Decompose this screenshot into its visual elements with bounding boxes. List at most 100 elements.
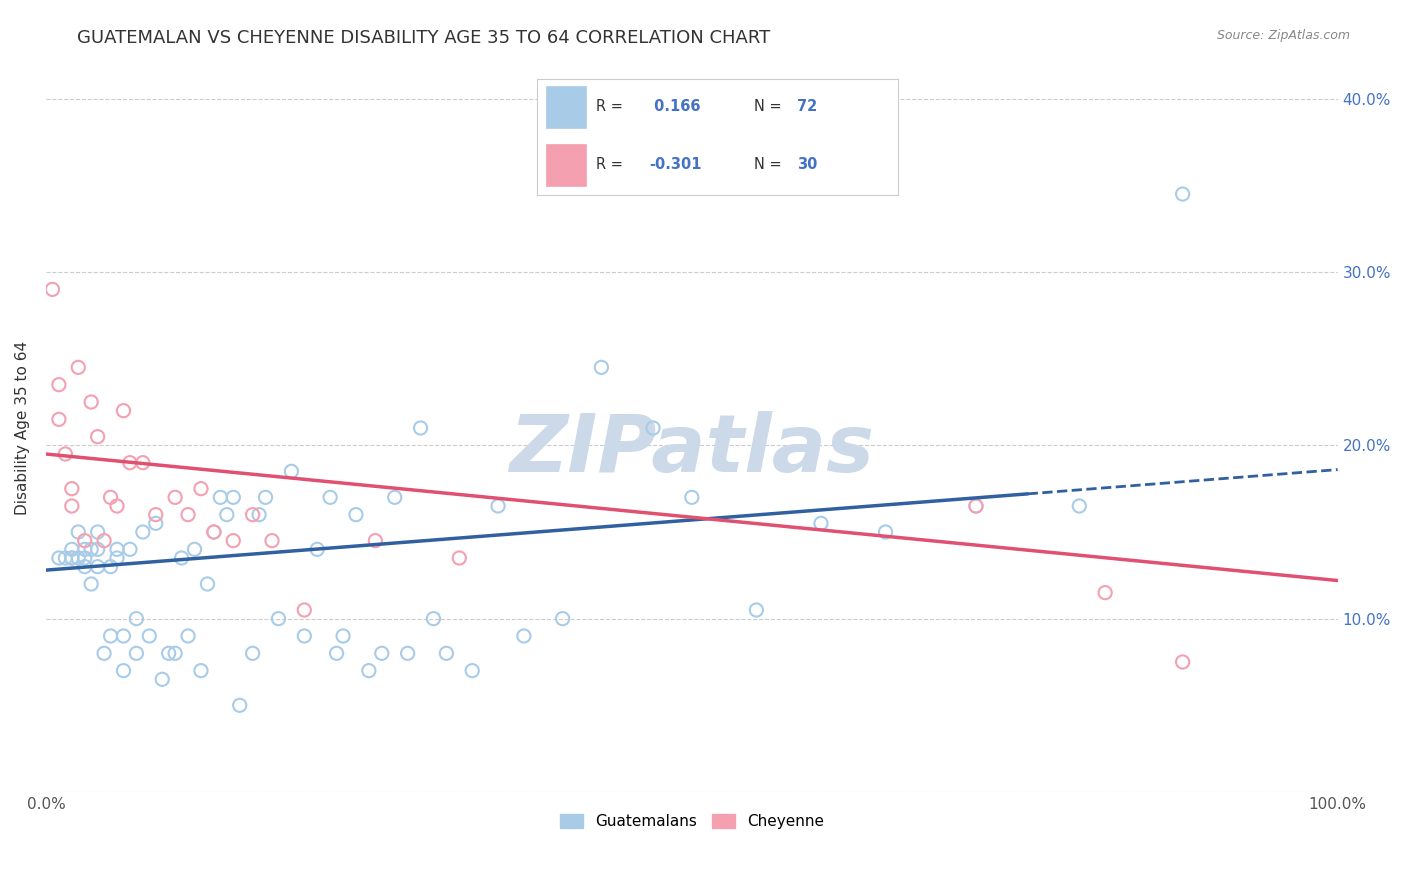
Point xyxy=(202,524,225,539)
Point xyxy=(53,447,76,461)
Point xyxy=(48,551,70,566)
Point xyxy=(292,603,315,617)
Point xyxy=(80,577,103,591)
Point xyxy=(100,491,122,505)
Point xyxy=(67,360,90,375)
Point xyxy=(165,646,187,660)
Point xyxy=(332,629,354,643)
Point xyxy=(202,524,225,539)
Point xyxy=(215,508,238,522)
Point xyxy=(73,542,96,557)
Point xyxy=(1069,499,1091,513)
Point xyxy=(60,551,83,566)
Point xyxy=(292,629,315,643)
Point xyxy=(307,542,329,557)
Point xyxy=(965,499,987,513)
Point xyxy=(100,559,122,574)
Point xyxy=(810,516,832,531)
Point xyxy=(177,629,200,643)
Point xyxy=(73,559,96,574)
Point xyxy=(60,551,83,566)
Point xyxy=(267,612,290,626)
Point xyxy=(875,524,897,539)
Legend: Guatemalans, Cheyenne: Guatemalans, Cheyenne xyxy=(554,808,830,835)
Point xyxy=(242,646,264,660)
Point xyxy=(344,508,367,522)
Point xyxy=(86,524,108,539)
Point xyxy=(280,464,302,478)
Point xyxy=(1171,187,1194,202)
Point xyxy=(409,421,432,435)
Point xyxy=(183,542,205,557)
Point xyxy=(60,482,83,496)
Text: GUATEMALAN VS CHEYENNE DISABILITY AGE 35 TO 64 CORRELATION CHART: GUATEMALAN VS CHEYENNE DISABILITY AGE 35… xyxy=(77,29,770,46)
Point xyxy=(325,646,347,660)
Point xyxy=(165,491,187,505)
Point xyxy=(112,664,135,678)
Point xyxy=(254,491,277,505)
Point xyxy=(132,524,155,539)
Point xyxy=(681,491,703,505)
Point xyxy=(150,673,173,687)
Point xyxy=(364,533,387,548)
Point xyxy=(80,542,103,557)
Point xyxy=(73,533,96,548)
Point xyxy=(319,491,342,505)
Point xyxy=(112,403,135,417)
Point xyxy=(105,551,128,566)
Point xyxy=(449,551,471,566)
Point xyxy=(67,551,90,566)
Point xyxy=(422,612,444,626)
Point xyxy=(105,542,128,557)
Point xyxy=(551,612,574,626)
Point xyxy=(222,491,245,505)
Point xyxy=(100,629,122,643)
Point xyxy=(138,629,160,643)
Point xyxy=(157,646,180,660)
Point xyxy=(641,421,664,435)
Point xyxy=(242,508,264,522)
Point xyxy=(93,646,115,660)
Point xyxy=(513,629,536,643)
Point xyxy=(80,395,103,409)
Text: ZIPatlas: ZIPatlas xyxy=(509,411,875,489)
Point xyxy=(145,516,167,531)
Point xyxy=(105,499,128,513)
Point xyxy=(591,360,613,375)
Point xyxy=(118,456,141,470)
Point xyxy=(145,508,167,522)
Point xyxy=(170,551,193,566)
Point xyxy=(60,499,83,513)
Point xyxy=(461,664,484,678)
Point xyxy=(965,499,987,513)
Point xyxy=(260,533,283,548)
Point xyxy=(177,508,200,522)
Point xyxy=(132,456,155,470)
Point xyxy=(48,377,70,392)
Point xyxy=(60,542,83,557)
Point xyxy=(86,430,108,444)
Point xyxy=(125,646,148,660)
Point xyxy=(1171,655,1194,669)
Point xyxy=(125,612,148,626)
Point xyxy=(396,646,419,660)
Point xyxy=(197,577,219,591)
Point xyxy=(190,482,212,496)
Point xyxy=(384,491,406,505)
Point xyxy=(357,664,380,678)
Point xyxy=(112,629,135,643)
Point xyxy=(247,508,270,522)
Text: Source: ZipAtlas.com: Source: ZipAtlas.com xyxy=(1216,29,1350,42)
Point xyxy=(118,542,141,557)
Point xyxy=(222,533,245,548)
Point xyxy=(190,664,212,678)
Point xyxy=(48,412,70,426)
Y-axis label: Disability Age 35 to 64: Disability Age 35 to 64 xyxy=(15,341,30,515)
Point xyxy=(1094,585,1116,599)
Point xyxy=(371,646,394,660)
Point xyxy=(434,646,457,660)
Point xyxy=(53,551,76,566)
Point xyxy=(209,491,232,505)
Point xyxy=(486,499,509,513)
Point xyxy=(228,698,250,713)
